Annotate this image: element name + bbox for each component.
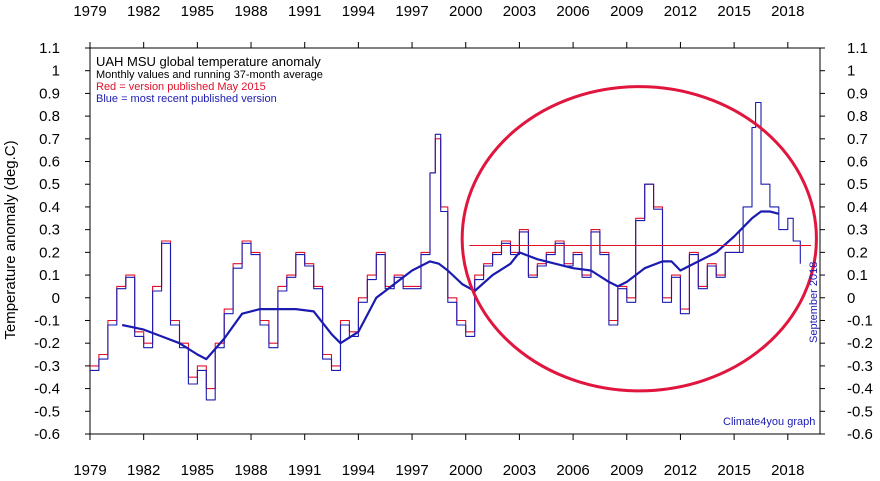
series-running-average — [121, 210, 780, 361]
y-tick-label-left: 0.6 — [39, 154, 60, 171]
highlight-ellipse-layer — [460, 85, 818, 393]
series-layer — [90, 101, 801, 401]
y-tick-label-right: -0.5 — [847, 403, 873, 420]
x-tick-label-top: 1988 — [234, 3, 267, 20]
x-tick-label-bottom: 1994 — [342, 462, 375, 479]
x-tick-label-bottom: 1982 — [127, 462, 160, 479]
x-tick-label-bottom: 2006 — [556, 462, 589, 479]
x-tick-label-bottom: 2015 — [717, 462, 750, 479]
x-tick-label-top: 2012 — [664, 3, 697, 20]
y-tick-label-left: -0.1 — [34, 312, 60, 329]
y-tick-label-right: 0 — [847, 290, 855, 307]
x-tick-label-bottom: 2003 — [503, 462, 536, 479]
x-tick-label-bottom: 1991 — [288, 462, 321, 479]
x-tick-label-top: 2018 — [771, 3, 804, 20]
y-tick-label-right: 0.2 — [847, 244, 868, 261]
y-tick-label-left: -0.4 — [34, 381, 60, 398]
x-tick-label-top: 2003 — [503, 3, 536, 20]
chart-subtitle: Monthly values and running 37-month aver… — [96, 69, 323, 81]
highlight-ellipse — [460, 85, 818, 393]
y-tick-label-left: 0.9 — [39, 85, 60, 102]
series-monthly-blue — [90, 101, 801, 401]
plot-background — [89, 47, 821, 435]
x-tick-label-top: 1979 — [73, 3, 106, 20]
y-tick-label-left: 0.1 — [39, 267, 60, 284]
y-tick-label-right: 0.4 — [847, 199, 868, 216]
y-tick-label-left: 0.7 — [39, 131, 60, 148]
y-tick-label-left: -0.5 — [34, 403, 60, 420]
x-tick-label-bottom: 2000 — [449, 462, 482, 479]
y-tick-label-right: 0.1 — [847, 267, 868, 284]
y-tick-label-right: 0.7 — [847, 131, 868, 148]
y-tick-label-left: 0.8 — [39, 108, 60, 125]
x-ticks-bottom: 1979 1982 1985 1988 1991 1994 1997 2000 2003 2006… — [73, 434, 804, 479]
y-tick-label-right: 0.8 — [847, 108, 868, 125]
legend-entry-blue: Blue = most recent published version — [96, 93, 277, 105]
y-tick-label-left: -0.3 — [34, 358, 60, 375]
x-tick-label-top: 1991 — [288, 3, 321, 20]
y-tick-label-left: 0 — [52, 290, 60, 307]
y-tick-label-left: 1 — [52, 63, 60, 80]
y-tick-label-right: -0.6 — [847, 426, 873, 443]
y-tick-label-right: -0.2 — [847, 335, 873, 352]
y-tick-label-left: 0.2 — [39, 244, 60, 261]
y-tick-label-right: 0.9 — [847, 85, 868, 102]
y-tick-label-left: 1.1 — [39, 40, 60, 57]
y-tick-label-left: -0.6 — [34, 426, 60, 443]
y-tick-label-left: 0.5 — [39, 176, 60, 193]
x-tick-label-bottom: 1979 — [73, 462, 106, 479]
x-tick-label-top: 2000 — [449, 3, 482, 20]
y-tick-label-right: -0.1 — [847, 312, 873, 329]
x-ticks-top: 1979 1982 1985 1988 1991 1994 1997 2000 2003 2006… — [73, 3, 804, 48]
x-tick-label-bottom: 2009 — [610, 462, 643, 479]
y-tick-label-right: 0.3 — [847, 222, 868, 239]
y-tick-label-right: 0.6 — [847, 154, 868, 171]
y-ticks-right: 1.1 1 0.9 0.8 0.7 0.6 0.5 0.4 0.3 0.2 0.1 0 -0.1 -0.2… — [820, 40, 873, 443]
y-ticks-left: 1.1 1 0.9 0.8 0.7 0.6 0.5 0.4 0.3 0.2 0.1 0 -0.1 -0.2… — [34, 40, 90, 443]
x-tick-label-top: 2015 — [717, 3, 750, 20]
y-tick-label-left: 0.3 — [39, 222, 60, 239]
credit-label: Climate4you graph — [723, 416, 815, 428]
x-tick-label-top: 1985 — [181, 3, 214, 20]
x-tick-label-top: 2006 — [556, 3, 589, 20]
y-tick-label-right: 1 — [847, 63, 855, 80]
y-tick-label-right: -0.4 — [847, 381, 873, 398]
x-tick-label-top: 1994 — [342, 3, 375, 20]
x-tick-label-top: 1982 — [127, 3, 160, 20]
y-tick-label-left: -0.2 — [34, 335, 60, 352]
chart-title: UAH MSU global temperature anomaly — [96, 54, 321, 69]
y-axis-label: Temperature anomaly (deg.C) — [2, 140, 19, 339]
x-tick-label-bottom: 2012 — [664, 462, 697, 479]
x-tick-label-bottom: 1997 — [395, 462, 428, 479]
y-tick-label-left: 0.4 — [39, 199, 60, 216]
y-tick-label-right: 1.1 — [847, 40, 868, 57]
x-tick-label-bottom: 1985 — [181, 462, 214, 479]
y-tick-label-right: 0.5 — [847, 176, 868, 193]
series-monthly-red — [90, 138, 741, 390]
x-tick-label-bottom: 2018 — [771, 462, 804, 479]
x-tick-label-top: 2009 — [610, 3, 643, 20]
x-tick-label-top: 1997 — [395, 3, 428, 20]
right-note: September 2018 — [808, 262, 820, 343]
legend-entry-red: Red = version published May 2015 — [96, 81, 266, 93]
x-tick-label-bottom: 1988 — [234, 462, 267, 479]
y-tick-label-right: -0.3 — [847, 358, 873, 375]
